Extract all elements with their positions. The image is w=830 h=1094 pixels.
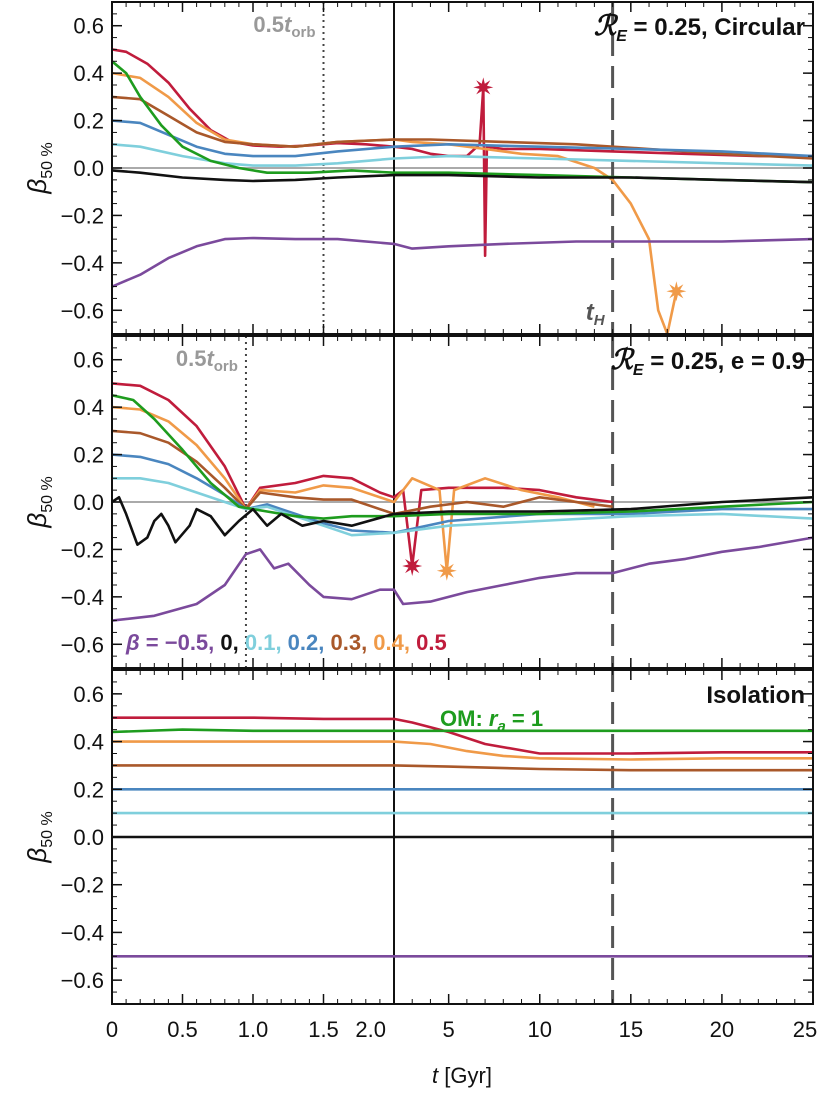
panel-eccentric: 0.5torb 0.6 0.4 0.2 0.0 −0.2 −0.4 −0.6 β50 % ℛE =… bbox=[22, 335, 814, 669]
panel-title: ℛE = 0.25, e = 0.9 bbox=[611, 344, 805, 379]
y-tick-label: 0.0 bbox=[73, 825, 104, 850]
y-tick-label: −0.4 bbox=[61, 585, 104, 610]
y-tick-label: 0.2 bbox=[73, 443, 104, 468]
y-tick-label: 0.4 bbox=[73, 395, 104, 420]
series-line-beta-0.5 bbox=[112, 716, 813, 755]
y-tick-label: −0.2 bbox=[61, 203, 104, 228]
y-tick-label: 0.0 bbox=[73, 490, 104, 515]
om-model-label: OM: ra = 1 bbox=[440, 706, 543, 735]
hubble-time-label: tH bbox=[586, 299, 606, 329]
series-line-beta-0.5 bbox=[112, 48, 813, 257]
legend-entry-beta--0.5: −0.5, bbox=[165, 630, 221, 655]
series-line-beta-OM bbox=[112, 728, 813, 734]
y-tick-label: 0.6 bbox=[73, 348, 104, 373]
beta-legend: β = −0.5, 0, 0.1, 0.2, 0.3, 0.4, 0.5 bbox=[125, 630, 447, 655]
y-tick-label: −0.4 bbox=[61, 251, 104, 276]
x-tick-labels: 0 0.5 1.0 1.5 2.0 5 10 15 20 25 bbox=[106, 1017, 817, 1042]
x-tick-label: 2.0 bbox=[355, 1017, 386, 1042]
y-tick-label: −0.2 bbox=[61, 537, 104, 562]
x-tick-label: 20 bbox=[710, 1017, 734, 1042]
y-tick-label: −0.6 bbox=[61, 298, 104, 323]
series-line-beta-0.2 bbox=[112, 453, 813, 535]
y-tick-label: −0.6 bbox=[61, 632, 104, 657]
half-orbit-time-label: 0.5torb bbox=[176, 346, 238, 375]
panel-title: Isolation bbox=[706, 682, 805, 709]
panel-title: ℛE = 0.25, Circular bbox=[594, 10, 805, 45]
series-line-beta-0 bbox=[112, 496, 813, 546]
y-tick-label: 0.4 bbox=[73, 730, 104, 755]
x-tick-label: 5 bbox=[443, 1017, 455, 1042]
y-tick-label: 0.2 bbox=[73, 777, 104, 802]
series-line-beta-0.1 bbox=[112, 477, 813, 537]
y-tick-label: 0.6 bbox=[73, 14, 104, 39]
panels-layer: 0.5torb tH 0.6 0.4 0.2 0.0 −0.2 −0.4 −0.6 β50 % ℛE… bbox=[22, 1, 817, 1042]
series-line-beta--0.5 bbox=[112, 236, 813, 288]
y-tick-label: −0.2 bbox=[61, 873, 104, 898]
legend-entry-beta-0.5: 0.5 bbox=[416, 630, 447, 655]
x-axis-label: t [Gyr] bbox=[432, 1063, 492, 1088]
series-line-beta-0.5 bbox=[112, 382, 613, 568]
legend-entry-beta-0.3: 0.3, bbox=[330, 630, 373, 655]
series-line-beta-0.1 bbox=[112, 143, 813, 167]
series-line-beta--0.5 bbox=[112, 536, 813, 622]
panel-circular: 0.5torb tH 0.6 0.4 0.2 0.0 −0.2 −0.4 −0.6 β50 % ℛE… bbox=[22, 1, 814, 335]
legend-entry-beta-0.4: 0.4, bbox=[373, 630, 416, 655]
legend-entry-beta-0.2: 0.2, bbox=[288, 630, 331, 655]
y-axis-label: β50 % bbox=[22, 476, 56, 528]
disruption-star-marker bbox=[402, 556, 423, 576]
y-tick-label: −0.6 bbox=[61, 968, 104, 993]
panel-isolation: 0.6 0.4 0.2 0.0 −0.2 −0.4 −0.6 β50 % Isolation OM… bbox=[22, 669, 814, 1005]
disruption-star-marker bbox=[436, 560, 457, 581]
x-tick-label: 0 bbox=[106, 1017, 118, 1042]
series-line-beta-0.3 bbox=[112, 95, 813, 160]
y-tick-label: −0.4 bbox=[61, 920, 104, 945]
series-line-beta-0.4 bbox=[112, 405, 595, 573]
legend-entry-beta-0.1: 0.1, bbox=[245, 630, 288, 655]
series-line-beta-0.3 bbox=[112, 764, 813, 772]
series-line-beta-0 bbox=[112, 169, 813, 184]
y-tick-label: 0.2 bbox=[73, 109, 104, 134]
x-tick-label: 1.0 bbox=[238, 1017, 269, 1042]
half-orbit-time-label: 0.5torb bbox=[253, 12, 315, 41]
x-tick-label: 1.5 bbox=[308, 1017, 339, 1042]
y-axis-label: β50 % bbox=[22, 811, 56, 863]
disruption-star-marker bbox=[473, 77, 494, 98]
y-axis-label: β50 % bbox=[22, 142, 56, 194]
series-line-beta-0.4 bbox=[112, 740, 813, 761]
y-tick-label: 0.4 bbox=[73, 61, 104, 86]
x-tick-label: 0.5 bbox=[167, 1017, 198, 1042]
x-tick-label: 15 bbox=[619, 1017, 643, 1042]
x-tick-label: 25 bbox=[793, 1017, 817, 1042]
y-tick-label: 0.0 bbox=[73, 156, 104, 181]
legend-entry-beta-0: 0, bbox=[220, 630, 244, 655]
x-tick-label: 10 bbox=[527, 1017, 551, 1042]
disruption-star-marker bbox=[666, 281, 687, 302]
series-line-beta-OM bbox=[112, 394, 813, 520]
y-tick-label: 0.6 bbox=[73, 682, 104, 707]
